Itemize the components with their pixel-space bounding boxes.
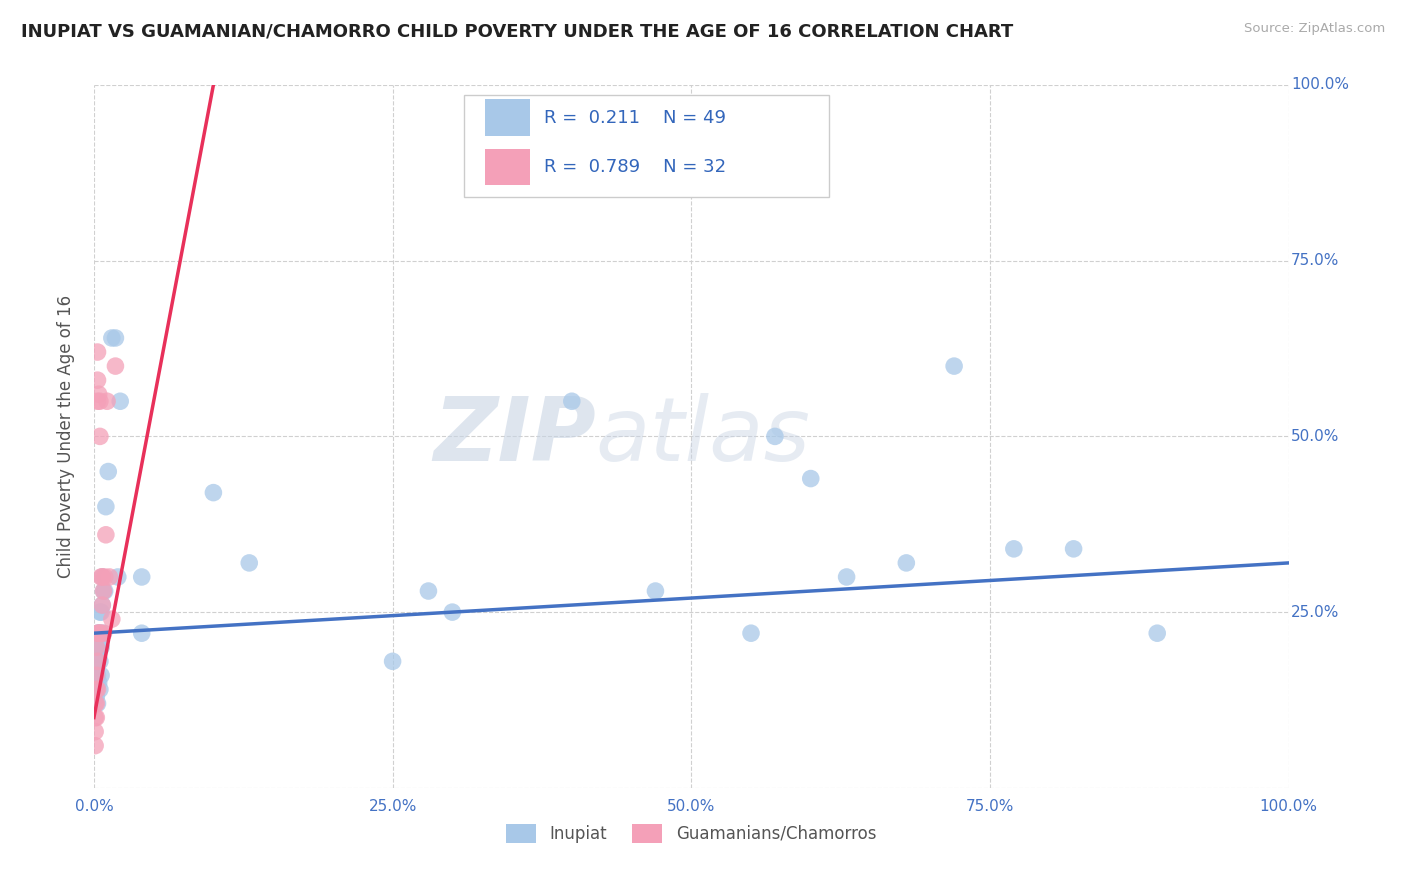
Point (87, 640, 110, 655)
Point (107, 570, 129, 584)
Point (90, 626, 112, 640)
Point (84, 640, 107, 655)
Point (86, 682, 108, 697)
Point (740, 626, 762, 640)
Point (84, 724, 107, 739)
Bar (485, 149, 530, 186)
Point (91, 598, 114, 612)
Text: 50.0%: 50.0% (1291, 429, 1340, 444)
Point (84, 661, 107, 675)
Text: 25.0%: 25.0% (1291, 605, 1340, 620)
Point (89, 394, 111, 409)
Point (89, 429, 111, 443)
Point (943, 359, 966, 373)
Point (86, 640, 108, 655)
Text: Source: ZipAtlas.com: Source: ZipAtlas.com (1244, 22, 1385, 36)
Point (84, 697, 107, 711)
Point (93, 626, 115, 640)
Point (89, 626, 111, 640)
Point (86, 373, 108, 387)
Point (131, 626, 153, 640)
Point (94, 500, 117, 514)
Point (101, 612, 124, 626)
Point (91, 570, 114, 584)
Point (89, 605, 111, 619)
Text: R =  0.789    N = 32: R = 0.789 N = 32 (544, 158, 727, 177)
Point (561, 394, 583, 409)
Point (93, 584, 115, 599)
Point (86, 626, 108, 640)
Point (98, 570, 121, 584)
Text: ZIP: ZIP (433, 392, 596, 480)
Point (86, 668, 108, 682)
Point (84, 682, 107, 697)
Text: atlas: atlas (596, 393, 811, 479)
Point (89, 682, 111, 697)
Y-axis label: Child Poverty Under the Age of 16: Child Poverty Under the Age of 16 (58, 295, 75, 578)
Point (90, 605, 112, 619)
Point (93, 584, 115, 599)
Point (87, 626, 110, 640)
Point (1146, 626, 1168, 640)
Point (84, 739, 107, 753)
Point (90, 570, 112, 584)
Point (1002, 541, 1025, 556)
Point (86, 345, 108, 359)
Point (86, 668, 108, 682)
Point (86, 710, 108, 724)
Point (86, 626, 108, 640)
Point (86, 682, 108, 697)
Text: 75.0%: 75.0% (1291, 253, 1340, 268)
FancyBboxPatch shape (464, 95, 828, 197)
Point (90, 668, 112, 682)
Point (87, 675, 110, 690)
Point (89, 654, 111, 668)
Point (86, 394, 108, 409)
Point (86, 697, 108, 711)
Point (86, 648, 108, 662)
Text: R =  0.211    N = 49: R = 0.211 N = 49 (544, 109, 727, 127)
Point (835, 570, 858, 584)
Bar (485, 99, 530, 136)
Point (110, 394, 132, 409)
Point (381, 654, 404, 668)
Point (87, 387, 110, 401)
Point (104, 331, 127, 345)
Point (418, 584, 440, 599)
Point (90, 640, 112, 655)
Point (97, 465, 120, 479)
Point (441, 605, 464, 619)
Point (87, 626, 110, 640)
Point (86, 661, 108, 675)
Point (91, 570, 114, 584)
Point (202, 485, 225, 500)
Point (91, 598, 114, 612)
Point (86, 654, 108, 668)
Point (763, 429, 786, 443)
Point (86, 640, 108, 655)
Point (1063, 541, 1085, 556)
Point (104, 359, 127, 373)
Point (131, 570, 153, 584)
Point (101, 331, 124, 345)
Text: INUPIAT VS GUAMANIAN/CHAMORRO CHILD POVERTY UNDER THE AGE OF 16 CORRELATION CHAR: INUPIAT VS GUAMANIAN/CHAMORRO CHILD POVE… (21, 22, 1014, 40)
Point (84, 710, 107, 724)
Point (86, 690, 108, 704)
Text: 100.0%: 100.0% (1291, 78, 1348, 93)
Legend: Inupiat, Guamanians/Chamorros: Inupiat, Guamanians/Chamorros (506, 823, 876, 843)
Point (896, 556, 918, 570)
Point (93, 584, 115, 599)
Point (94, 528, 117, 542)
Point (238, 556, 260, 570)
Point (800, 472, 823, 486)
Point (89, 626, 111, 640)
Point (93, 626, 115, 640)
Point (93, 570, 115, 584)
Point (96, 394, 118, 409)
Point (86, 697, 108, 711)
Point (644, 584, 666, 599)
